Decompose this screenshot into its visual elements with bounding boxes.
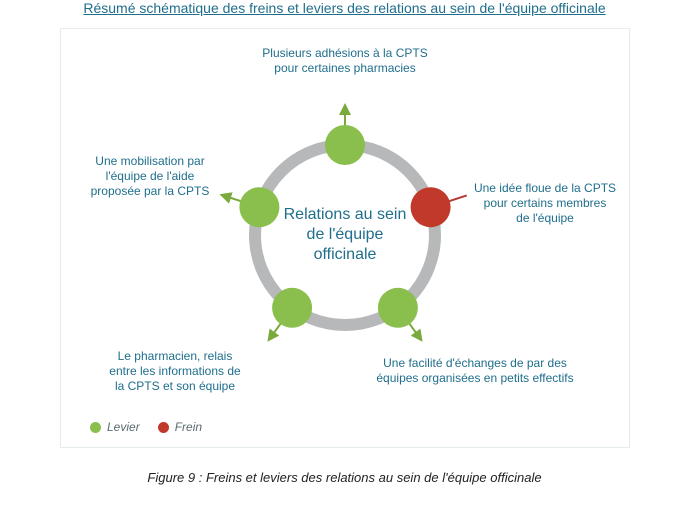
node-label-line: équipes organisées en petits effectifs — [345, 371, 605, 386]
node-label-line: pour certains membres — [450, 196, 640, 211]
node-label-idee-floue: Une idée floue de la CPTSpour certains m… — [450, 181, 640, 226]
legend-dot-icon — [158, 422, 169, 433]
node-label-mobilisation-aide: Une mobilisation parl'équipe de l'aidepr… — [60, 154, 240, 199]
center-label-line: de l'équipe — [235, 225, 455, 245]
legend-dot-icon — [90, 422, 101, 433]
legend-item: Frein — [158, 420, 202, 434]
node-label-line: pour certaines pharmacies — [235, 61, 455, 76]
center-label: Relations au seinde l'équipeofficinale — [235, 205, 455, 265]
node-label-line: de l'équipe — [450, 211, 640, 226]
center-label-line: officinale — [235, 245, 455, 265]
node-label-pharmacien-relais: Le pharmacien, relaisentre les informati… — [75, 349, 275, 394]
figure-caption: Figure 9 : Freins et leviers des relatio… — [0, 470, 689, 485]
node-label-facilite-echanges: Une facilité d'échanges de par deséquipe… — [345, 356, 605, 386]
node-pharmacien-relais — [272, 288, 312, 328]
node-label-multi-adhesion: Plusieurs adhésions à la CPTSpour certai… — [235, 46, 455, 76]
legend-label: Frein — [175, 420, 202, 434]
node-label-line: Une facilité d'échanges de par des — [345, 356, 605, 371]
node-label-line: la CPTS et son équipe — [75, 379, 275, 394]
node-label-line: Le pharmacien, relais — [75, 349, 275, 364]
legend-item: Levier — [90, 420, 140, 434]
node-label-line: Une mobilisation par — [60, 154, 240, 169]
legend: Levier Frein — [90, 420, 202, 434]
node-label-line: Une idée floue de la CPTS — [450, 181, 640, 196]
node-label-line: entre les informations de — [75, 364, 275, 379]
node-facilite-echanges — [378, 288, 418, 328]
page: Résumé schématique des freins et leviers… — [0, 0, 689, 514]
legend-label: Levier — [107, 420, 140, 434]
node-label-line: Plusieurs adhésions à la CPTS — [235, 46, 455, 61]
node-multi-adhesion — [325, 125, 365, 165]
center-label-line: Relations au sein — [235, 205, 455, 225]
node-label-line: l'équipe de l'aide — [60, 169, 240, 184]
node-label-line: proposée par la CPTS — [60, 184, 240, 199]
